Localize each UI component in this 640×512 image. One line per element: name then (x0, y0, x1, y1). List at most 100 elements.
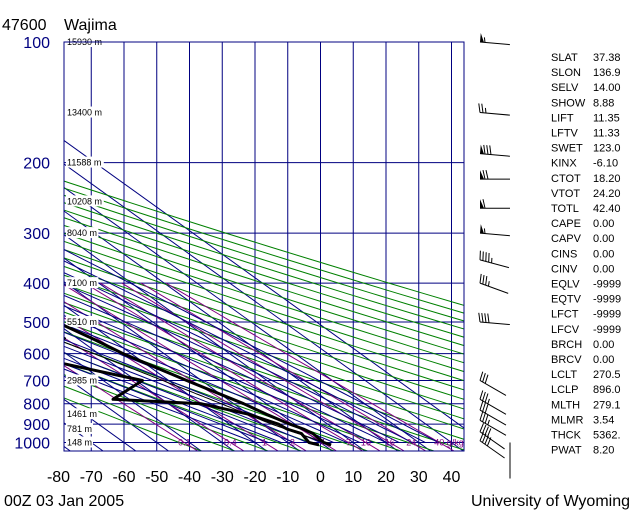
wind-barb (479, 411, 507, 436)
mixing-ratio-label: 2 (290, 438, 295, 448)
barb-pennant (480, 33, 484, 43)
barb-flag (489, 145, 492, 155)
index-key-ctot: CTOT (551, 173, 581, 185)
height-label-bg (66, 156, 104, 168)
index-key-cape: CAPE (551, 218, 581, 230)
barb-half-flag (484, 107, 487, 114)
isotherm-line (64, 304, 268, 451)
barb-staff (479, 321, 510, 326)
index-key-lfct: LFCT (551, 309, 579, 321)
mixing-ratio-line (121, 282, 405, 451)
barb-flag (487, 313, 490, 323)
moist-adiabat (64, 315, 361, 443)
barb-flag (484, 435, 489, 445)
index-key-mlth: MLTH (551, 399, 580, 411)
moist-adiabat (64, 323, 347, 443)
index-value-lfcv: -9999 (593, 324, 621, 336)
dry-adiabat (64, 249, 464, 382)
barb-flag (482, 412, 486, 422)
barb-staff (479, 259, 510, 269)
series-line-temperature (64, 323, 332, 447)
barb-flag (478, 103, 481, 113)
barb-flag (479, 390, 484, 400)
moist-adiabat (64, 368, 256, 443)
barb-flag (479, 401, 484, 411)
moist-adiabat (64, 272, 413, 443)
barb-half-flag (487, 398, 490, 404)
index-key-totl: TOTL (551, 203, 579, 215)
barb-flag (478, 312, 481, 323)
height-label: 148 m (67, 438, 92, 448)
pressure-tick-label: 400 (23, 276, 50, 293)
index-key-eqlv: EQLV (551, 279, 580, 291)
barb-flag (484, 374, 489, 384)
pressure-tick-label: 600 (23, 347, 50, 364)
mixing-ratio-line (165, 282, 455, 451)
barb-flag (479, 432, 484, 441)
height-label: 11588 m (67, 158, 101, 168)
wind-barb (479, 423, 505, 450)
barb-flag (479, 371, 484, 381)
moist-adiabat (64, 294, 387, 443)
series-line-dewpoint (64, 336, 320, 447)
dry-adiabat (64, 331, 401, 451)
height-label-bg (66, 315, 99, 327)
mixing-ratio-label: 16 (385, 438, 395, 448)
height-label-bg (66, 436, 93, 448)
temperature-tick-label: -20 (243, 469, 266, 486)
index-value-cins: 0.00 (593, 248, 614, 260)
index-key-vtot: VTOT (551, 188, 580, 200)
temperature-tick-label: -30 (211, 469, 234, 486)
moist-adiabat (64, 260, 426, 443)
barb-flag (486, 145, 489, 155)
barb-pennant (480, 224, 484, 234)
barb-flag (482, 199, 486, 209)
moist-adiabat (64, 249, 439, 443)
wind-barb (479, 371, 507, 396)
dry-adiabat (64, 265, 464, 400)
index-value-brch: 0.00 (593, 339, 614, 351)
index-value-capv: 0.00 (593, 233, 614, 245)
pressure-tick-label: 900 (23, 417, 50, 434)
dry-adiabat (64, 352, 335, 451)
barb-flag (481, 103, 484, 113)
index-value-cape: 0.00 (593, 218, 614, 230)
index-key-slon: SLON (551, 67, 581, 79)
moist-adiabat (64, 352, 295, 443)
barb-half-flag (487, 281, 490, 287)
barb-flag (481, 313, 484, 323)
index-key-lftv: LFTV (551, 128, 579, 140)
dry-adiabat (64, 232, 464, 364)
index-value-slat: 37.38 (593, 52, 621, 64)
isotherm-line (64, 186, 431, 451)
barb-flag (482, 170, 486, 180)
pressure-tick-label: 300 (23, 226, 50, 243)
index-value-totl: 42.40 (593, 203, 621, 215)
temperature-tick-label: -70 (80, 469, 103, 486)
index-key-pwat: PWAT (551, 445, 582, 457)
mixing-ratio-label: 24 (406, 438, 416, 448)
height-label-bg (66, 422, 93, 434)
barb-flag (482, 274, 485, 285)
index-value-thck: 5362. (593, 430, 621, 442)
mixing-ratio-line (64, 337, 245, 451)
height-label: 8040 m (67, 228, 97, 238)
index-value-lclp: 896.0 (593, 384, 621, 396)
index-value-show: 8.88 (593, 97, 614, 109)
barb-flag (485, 170, 489, 180)
index-value-ctot: 18.20 (593, 173, 621, 185)
mixing-ratio-line (100, 282, 381, 451)
plot-frame (63, 41, 465, 452)
index-key-kinx: KINX (551, 158, 577, 170)
moist-adiabat (64, 357, 282, 443)
barb-staff (479, 431, 505, 450)
temperature-tick-label: -80 (47, 469, 70, 486)
height-label-bg (66, 408, 99, 420)
index-value-vtot: 24.20 (593, 188, 621, 200)
stability-indices: SLAT 37.38 SLON 136.9 SELV 14.00 SHOW 8.88 LIFT 1… (551, 52, 621, 457)
barb-pennant (480, 199, 484, 209)
index-value-kinx: -6.10 (593, 158, 618, 170)
pressure-tick-label: 200 (23, 156, 50, 173)
index-value-cinv: 0.00 (593, 263, 614, 275)
